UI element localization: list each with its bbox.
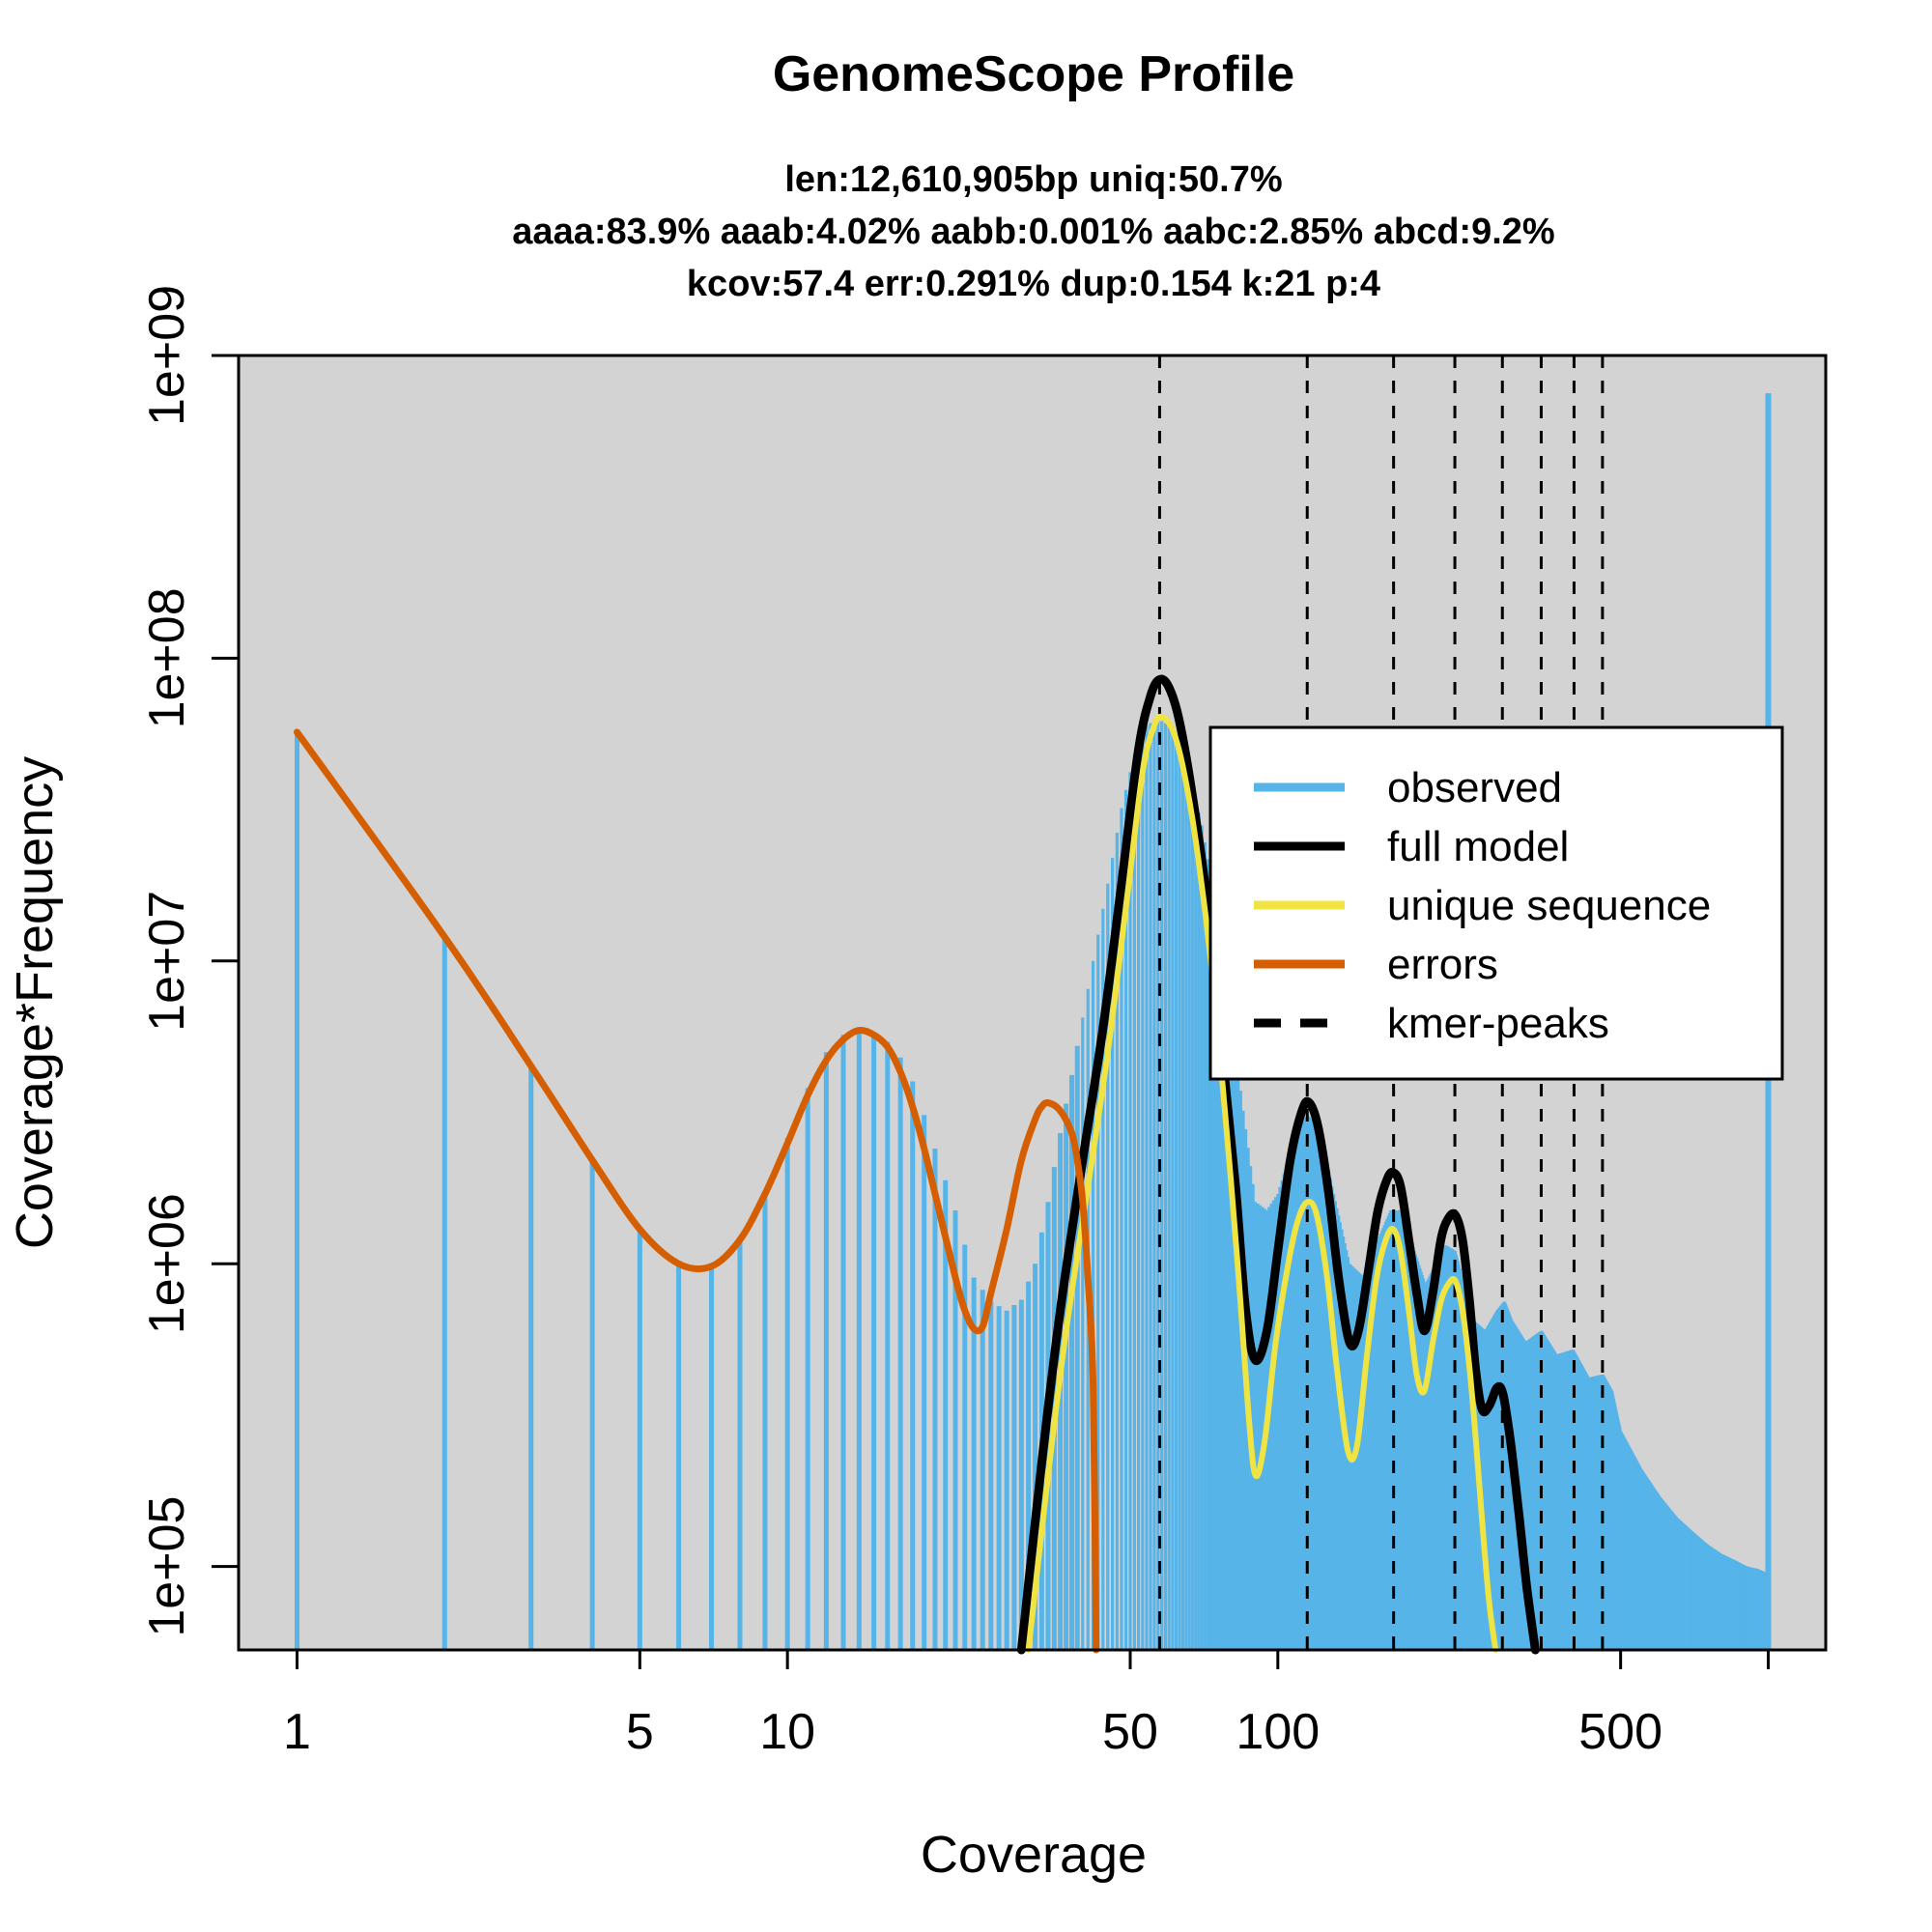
- legend-label: full model: [1387, 823, 1569, 870]
- legend-label: observed: [1387, 764, 1562, 811]
- y-tick-label: 1e+05: [139, 1496, 195, 1637]
- x-tick-label: 10: [759, 1704, 815, 1760]
- legend-label: unique sequence: [1387, 882, 1711, 929]
- y-axis-label: Coverage*Frequency: [6, 756, 64, 1249]
- x-axis: 1 5 10 50 100 500: [283, 1648, 1770, 1760]
- model-curves: [294, 674, 1540, 1655]
- legend: observed full model unique sequence errors k…: [1208, 725, 1784, 1081]
- y-tick-label: 1e+07: [139, 891, 195, 1032]
- x-axis-label: Coverage: [921, 1826, 1147, 1884]
- errors-curve: [294, 728, 1100, 1654]
- x-tick-label: 500: [1578, 1704, 1662, 1760]
- legend-label: errors: [1387, 941, 1498, 988]
- y-axis: 1e+05 1e+06 1e+07 1e+08 1e+09: [139, 285, 241, 1637]
- y-tick-label: 1e+08: [139, 587, 195, 728]
- chart-title: GenomeScope Profile: [773, 46, 1294, 102]
- y-tick-label: 1e+06: [139, 1193, 195, 1334]
- chart-subtitle-line-1: len:12,610,905bp uniq:50.7%: [784, 159, 1282, 200]
- legend-label: kmer-peaks: [1387, 1000, 1609, 1047]
- x-tick-label: 1: [283, 1704, 311, 1760]
- unique-sequence-curve: [1025, 713, 1499, 1653]
- full-model-curve: [1016, 674, 1540, 1655]
- y-tick-label: 1e+09: [139, 285, 195, 426]
- x-tick-label: 100: [1236, 1704, 1320, 1760]
- x-tick-label: 5: [626, 1704, 654, 1760]
- chart-subtitle-line-3: kcov:57.4 err:0.291% dup:0.154 k:21 p:4: [687, 264, 1380, 304]
- chart-subtitle-line-2: aaaa:83.9% aaab:4.02% aabb:0.001% aabc:2…: [512, 212, 1554, 252]
- x-tick-label: 50: [1102, 1704, 1158, 1760]
